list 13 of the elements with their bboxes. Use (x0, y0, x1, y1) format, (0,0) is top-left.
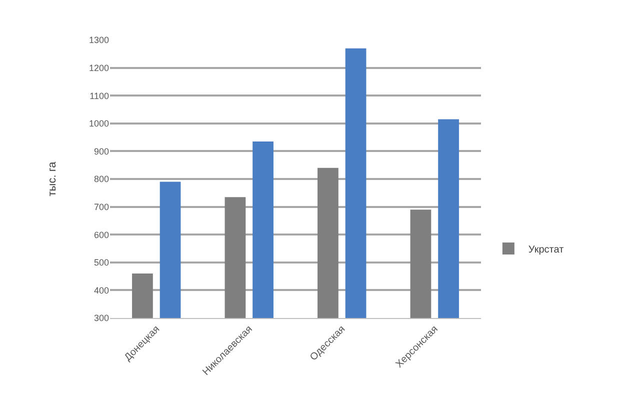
y-tick-label: 300 (94, 313, 109, 324)
y-tick-label: 1300 (88, 35, 109, 46)
y-tick-label: 1000 (88, 118, 109, 129)
y-tick-label: 900 (94, 146, 109, 156)
y-tick-label: 1200 (88, 62, 109, 73)
y-tick-label: 500 (94, 258, 109, 268)
y-tick-label: 400 (94, 285, 109, 296)
y-tick-label: 600 (94, 230, 109, 240)
y-tick-label: 800 (94, 174, 109, 184)
y-axis-title: тыс. га (46, 160, 59, 196)
legend-label: Укрстат (528, 244, 564, 256)
y-tick-label: 700 (94, 202, 109, 212)
y-tick-label: 1100 (90, 90, 109, 101)
